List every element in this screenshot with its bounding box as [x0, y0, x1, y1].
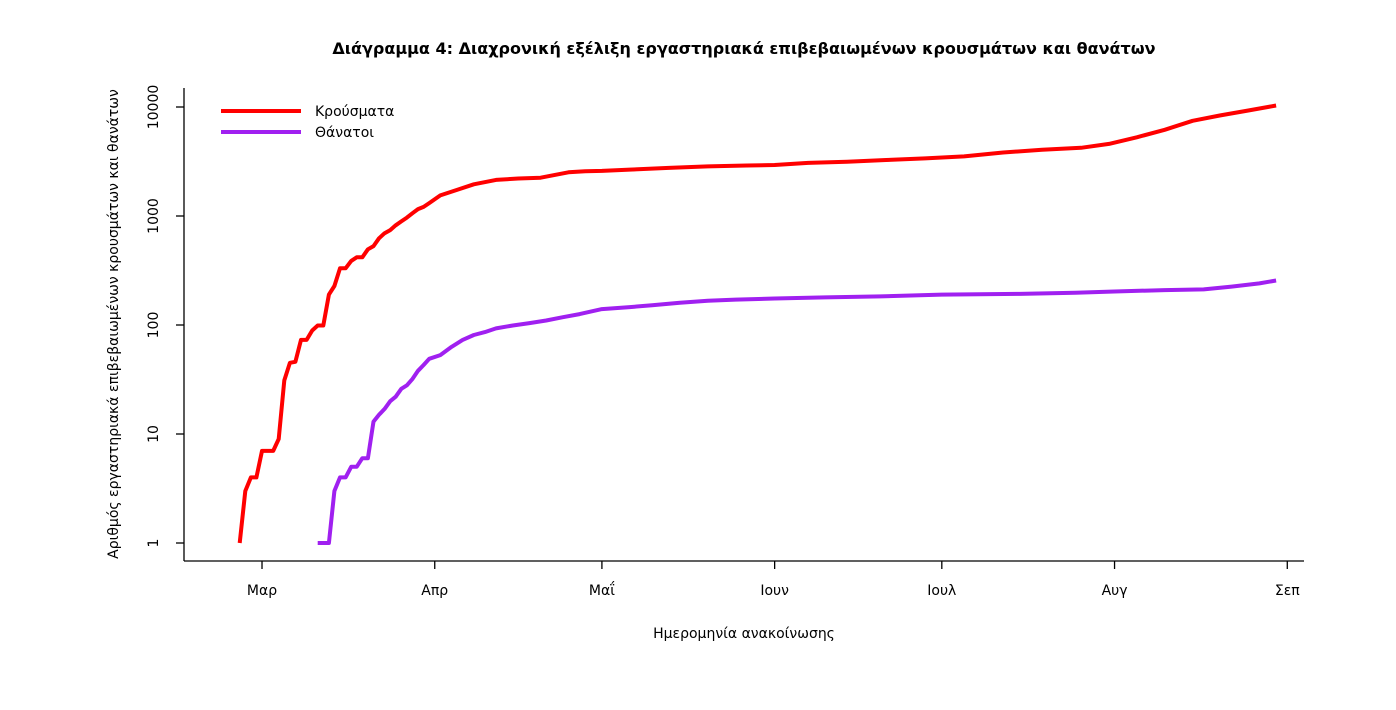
legend-label-1: Κρούσματα: [315, 104, 394, 120]
x-tick-label: Ιουλ: [927, 583, 956, 599]
series-lines: [237, 103, 1277, 545]
chart-title: Διάγραμμα 4: Διαχρονική εξέλιξη εργαστηρ…: [332, 39, 1155, 58]
x-ticks: Μαρ Απρ Μαΐ Ιουν Ιουλ Αυγ Σεπ: [247, 561, 1300, 599]
x-tick-label: Μαρ: [247, 583, 277, 599]
y-axis-label: Αριθμός εργαστηριακά επιβεβαιωμένων κρου…: [106, 89, 122, 559]
y-tick-label: 10: [146, 425, 162, 443]
legend: Κρούσματα Θάνατοι: [221, 104, 394, 141]
y-tick-label: 1: [146, 539, 162, 548]
x-tick-label: Σεπ: [1275, 583, 1300, 599]
series-line-2: [317, 278, 1277, 545]
x-tick-label: Αυγ: [1102, 583, 1128, 599]
y-ticks: 1 10 100 1000 10000: [146, 85, 184, 548]
y-tick-label: 100: [146, 312, 162, 339]
legend-label-2: Θάνατοι: [315, 125, 374, 141]
x-tick-label: Απρ: [421, 583, 448, 599]
x-tick-label: Μαΐ: [589, 581, 615, 599]
series-line-1: [237, 103, 1277, 544]
y-tick-label: 1000: [146, 198, 162, 234]
x-axis-label: Ημερομηνία ανακοίνωσης: [653, 626, 835, 642]
y-tick-label: 10000: [146, 85, 162, 130]
x-tick-label: Ιουν: [760, 583, 789, 599]
